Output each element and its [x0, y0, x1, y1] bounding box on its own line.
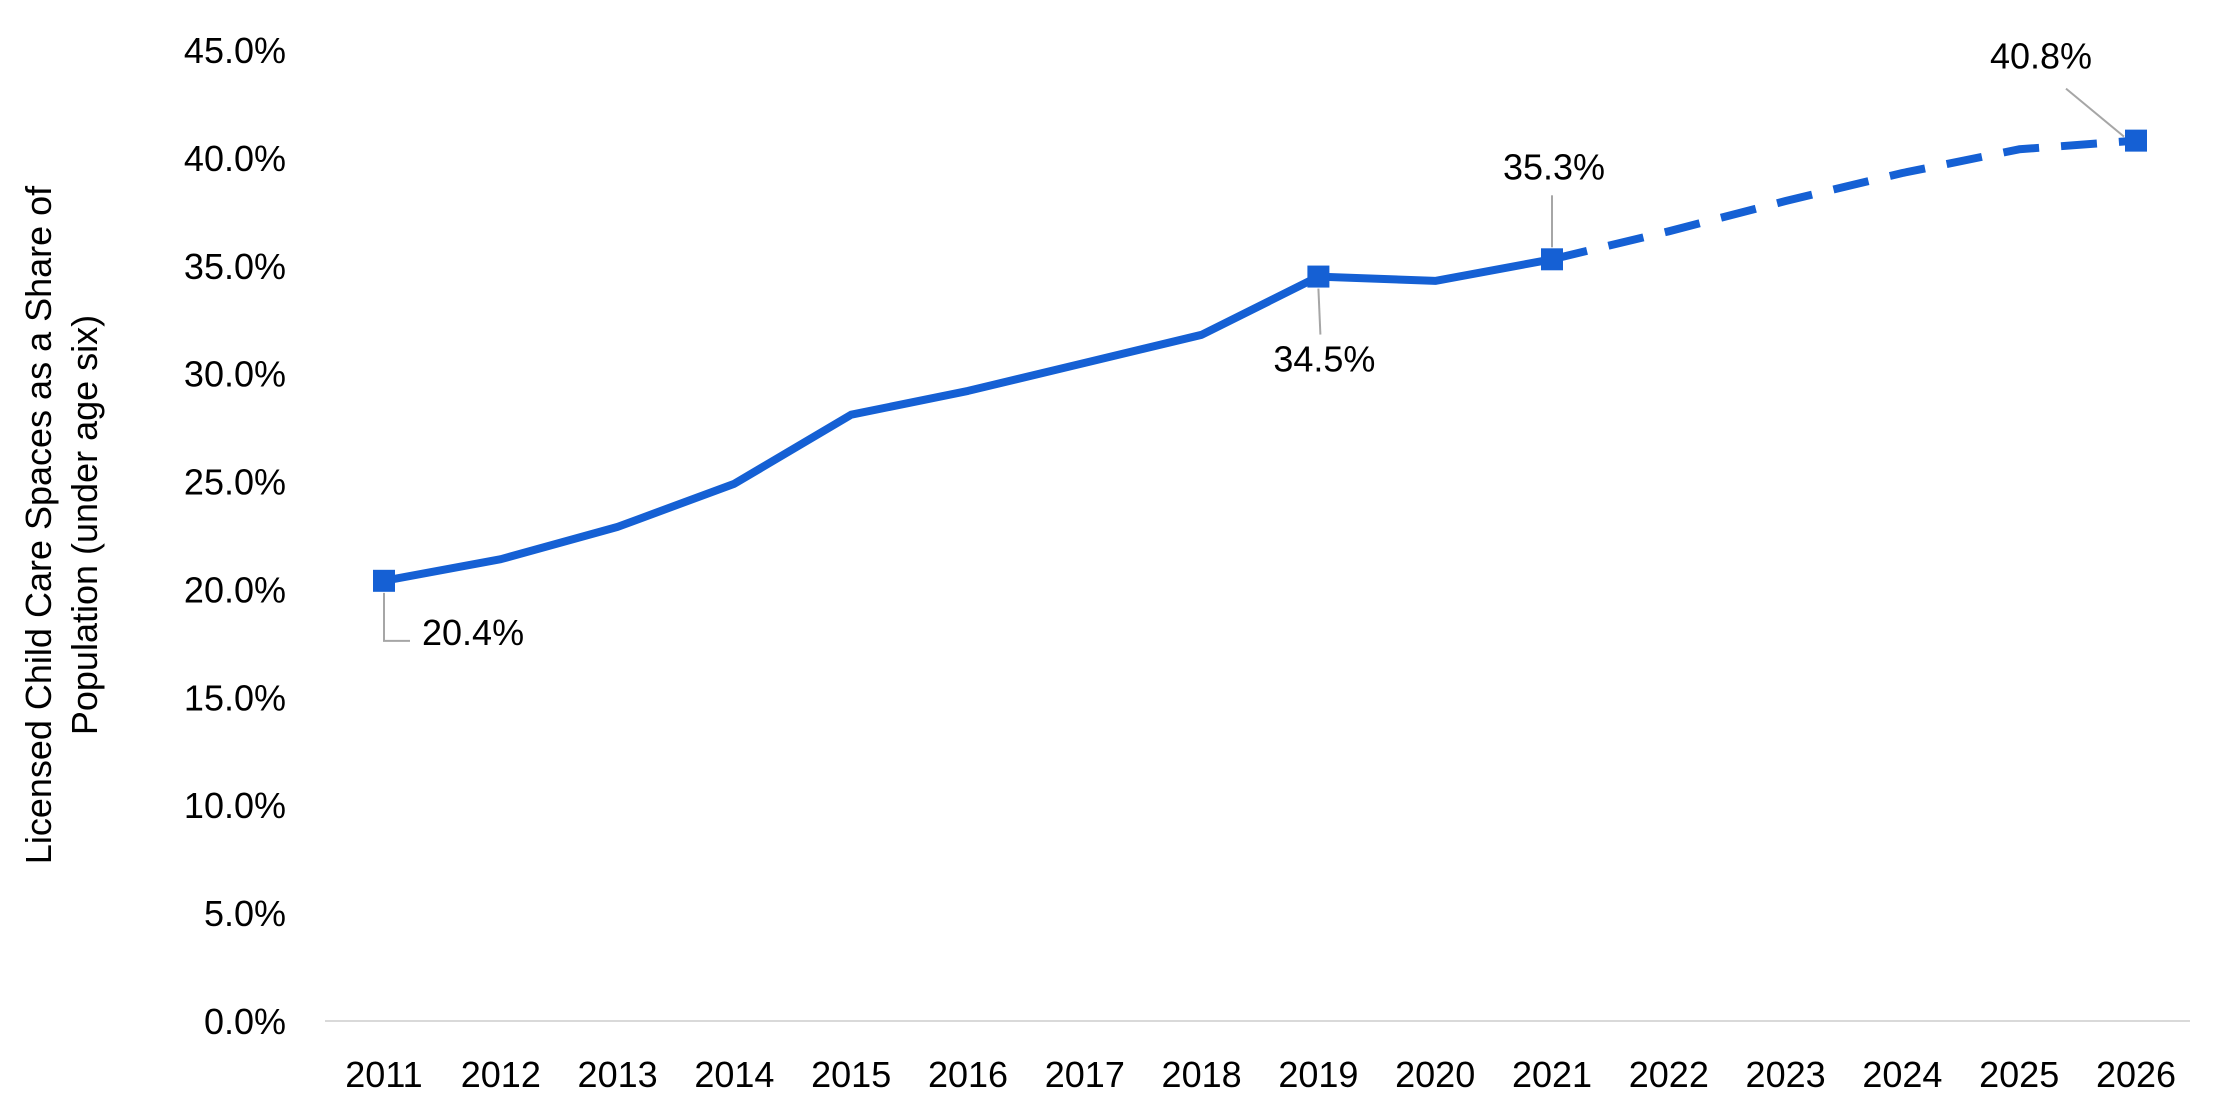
x-tick-label: 2016: [928, 1054, 1008, 1095]
y-tick-label: 40.0%: [184, 138, 286, 179]
leader-line: [1317, 288, 1322, 335]
series-lines: [380, 136, 2137, 585]
y-tick-label: 15.0%: [184, 677, 286, 718]
y-tick-label: 10.0%: [184, 785, 286, 826]
x-tick-label: 2021: [1512, 1054, 1592, 1095]
x-tick-label: 2019: [1278, 1054, 1358, 1095]
y-axis-title: Licensed Child Care Spaces as a Share of…: [18, 185, 105, 864]
y-tick-label: 0.0%: [204, 1001, 286, 1042]
leader-line: [2065, 87, 2125, 138]
x-tick-label: 2017: [1045, 1054, 1125, 1095]
x-tick-label: 2020: [1395, 1054, 1475, 1095]
y-tick-label: 30.0%: [184, 354, 286, 395]
y-axis-title-line: Licensed Child Care Spaces as a Share of: [18, 185, 59, 864]
y-axis-title-line: Population (under age six): [64, 315, 105, 735]
y-tick-label: 20.0%: [184, 569, 286, 610]
x-tick-label: 2015: [811, 1054, 891, 1095]
y-tick-label: 35.0%: [184, 246, 286, 287]
x-tick-label: 2026: [2096, 1054, 2176, 1095]
actual-series-line: [380, 255, 1556, 585]
leader-line: [383, 592, 410, 642]
x-tick-label: 2011: [345, 1054, 422, 1095]
square-marker: [373, 569, 395, 592]
x-tick-label: 2023: [1746, 1054, 1826, 1095]
data-label: 40.8%: [1990, 36, 2092, 77]
square-marker: [1307, 265, 1330, 288]
x-tick-label: 2022: [1629, 1054, 1709, 1095]
data-label: 20.4%: [422, 612, 524, 653]
data-label-leader-lines: [383, 87, 2125, 642]
data-label: 35.3%: [1503, 146, 1605, 187]
data-label: 34.5%: [1273, 339, 1375, 380]
x-axis-tick-labels: 2011 2012 2013 2014 2015 2016 2017 2018 2019 2020…: [345, 1054, 2176, 1095]
square-marker: [1541, 248, 1563, 271]
data-markers: [373, 129, 2147, 592]
y-tick-label: 25.0%: [184, 462, 286, 503]
y-tick-label: 5.0%: [204, 893, 286, 934]
y-axis-title-text: Licensed Child Care Spaces as a Share of…: [18, 185, 105, 864]
data-labels: 20.4% 34.5% 35.3% 40.8%: [422, 36, 2092, 653]
x-tick-label: 2024: [1862, 1054, 1942, 1095]
y-axis-tick-labels: 0.0% 5.0% 10.0% 15.0% 20.0% 25.0% 30.0% 35.0% 40…: [184, 30, 286, 1042]
projected-series-line: [1551, 136, 2137, 264]
x-tick-label: 2012: [461, 1054, 541, 1095]
y-tick-label: 45.0%: [184, 30, 286, 71]
x-tick-label: 2013: [578, 1054, 658, 1095]
square-marker: [2125, 129, 2147, 152]
x-tick-label: 2014: [694, 1054, 774, 1095]
x-tick-label: 2025: [1979, 1054, 2059, 1095]
x-tick-label: 2018: [1162, 1054, 1242, 1095]
